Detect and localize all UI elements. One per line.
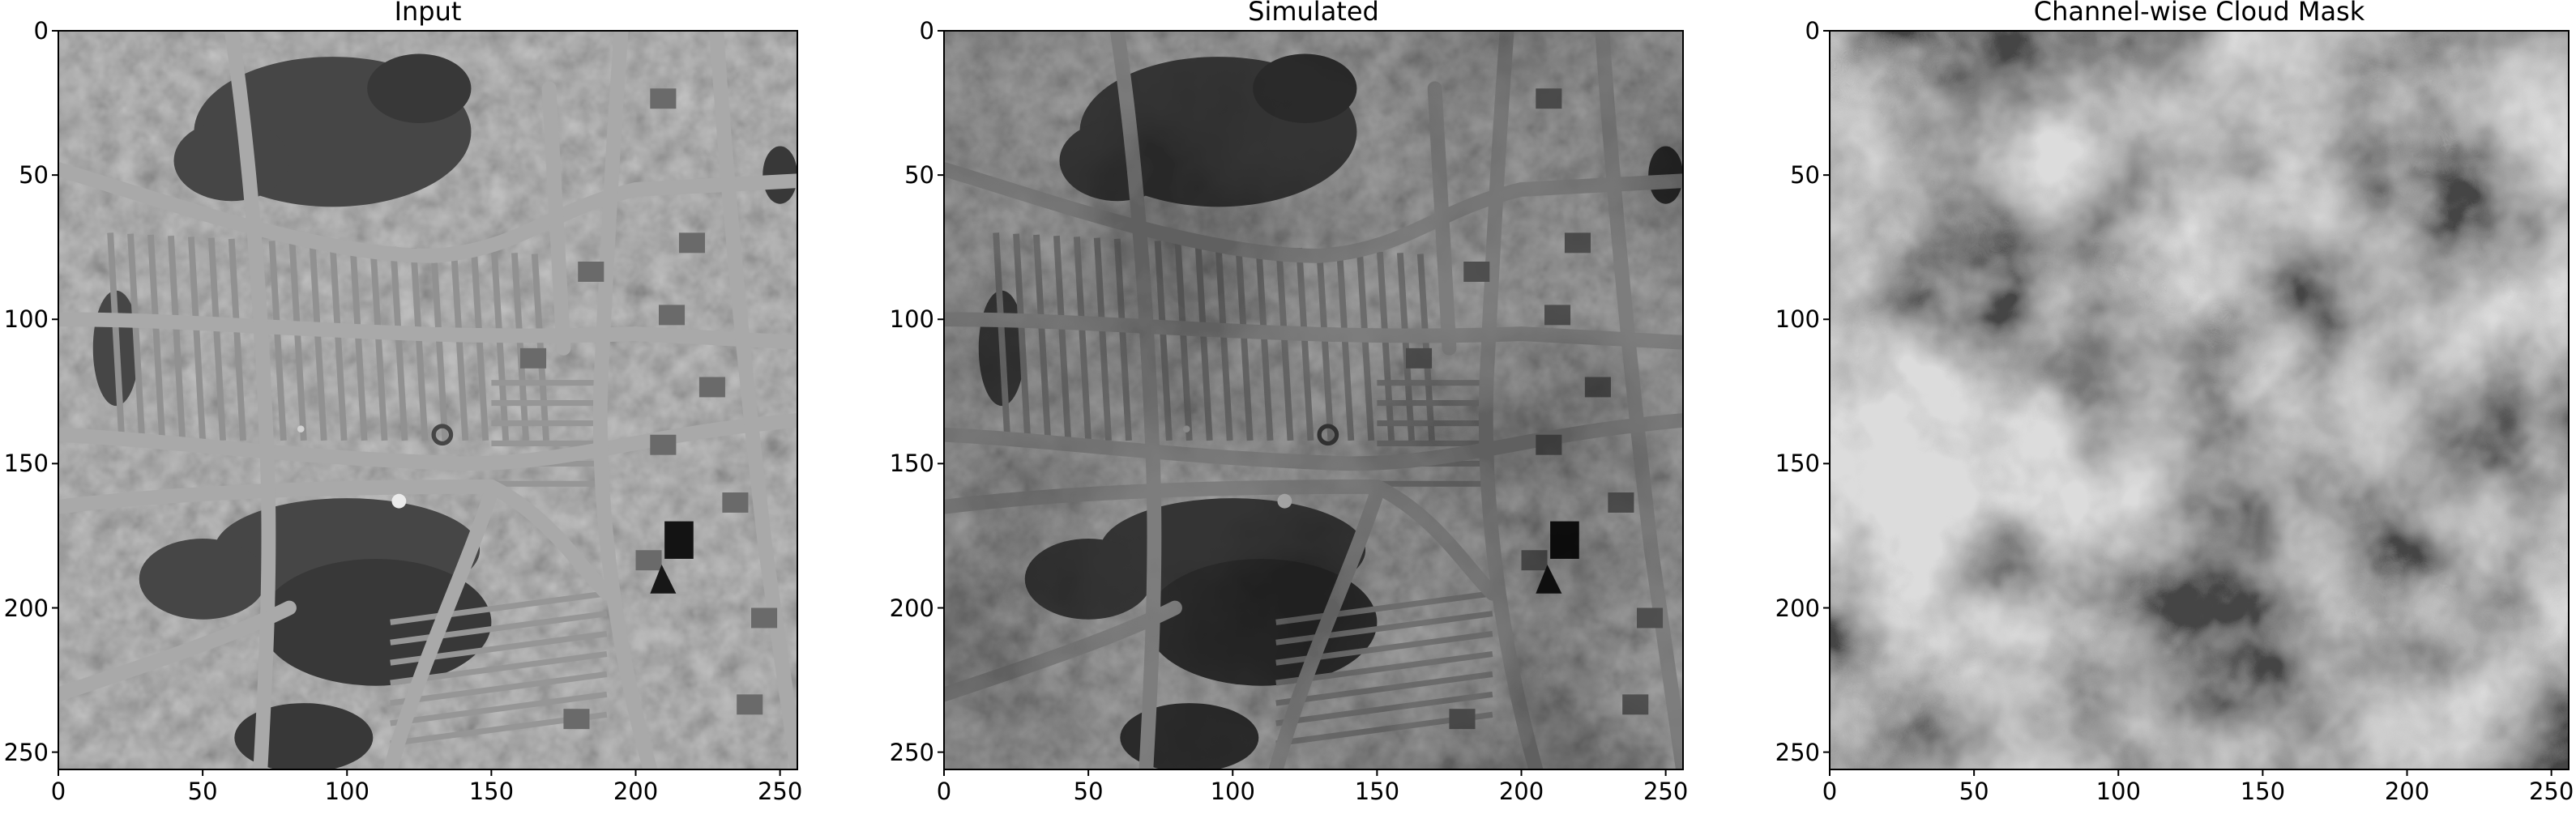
simulated-image-panel — [938, 30, 1684, 776]
xtick-label: 0 — [936, 778, 952, 805]
cloud-mask-panel — [1823, 30, 2570, 776]
xtick-label: 100 — [324, 778, 370, 805]
xtick-label: 150 — [468, 778, 515, 805]
ytick-label: 200 — [889, 594, 934, 622]
xtick-label: 200 — [613, 778, 659, 805]
xtick-label: 0 — [1822, 778, 1838, 805]
ytick-label: 50 — [1790, 161, 1820, 190]
ytick-label: 150 — [3, 450, 49, 478]
ytick-label: 200 — [3, 594, 49, 622]
input-image — [58, 31, 797, 769]
ytick-label: 50 — [904, 161, 934, 190]
ytick-label: 150 — [1775, 450, 1820, 478]
xtick-label: 250 — [1643, 778, 1689, 805]
xtick-label: 250 — [757, 778, 803, 805]
ytick-label: 250 — [3, 738, 49, 766]
xtick-label: 200 — [1498, 778, 1544, 805]
cloud-mask-image — [1830, 31, 2569, 769]
xtick-label: 100 — [2095, 778, 2141, 805]
panel-title-input: Input — [394, 0, 462, 27]
panel-title-cloud-mask: Channel-wise Cloud Mask — [2033, 0, 2365, 27]
ytick-label: 250 — [1775, 738, 1820, 766]
ytick-label: 0 — [33, 17, 49, 45]
ytick-label: 200 — [1775, 594, 1820, 622]
ytick-label: 150 — [889, 450, 934, 478]
input-image-panel — [52, 30, 798, 776]
xtick-label: 150 — [1354, 778, 1400, 805]
xtick-label: 50 — [1073, 778, 1104, 805]
simulated-image — [944, 31, 1683, 769]
ytick-label: 100 — [3, 305, 49, 334]
ytick-label: 250 — [889, 738, 934, 766]
panel-title-simulated: Simulated — [1248, 0, 1379, 27]
ytick-label: 50 — [19, 161, 49, 190]
xtick-label: 50 — [187, 778, 218, 805]
xtick-label: 150 — [2240, 778, 2286, 805]
xtick-label: 200 — [2384, 778, 2430, 805]
xtick-label: 250 — [2528, 778, 2574, 805]
ytick-label: 0 — [919, 17, 934, 45]
ytick-label: 100 — [889, 305, 934, 334]
ytick-label: 100 — [1775, 305, 1820, 334]
ytick-label: 0 — [1805, 17, 1820, 45]
xtick-label: 50 — [1959, 778, 1989, 805]
xtick-label: 0 — [50, 778, 66, 805]
xtick-label: 100 — [1210, 778, 1255, 805]
